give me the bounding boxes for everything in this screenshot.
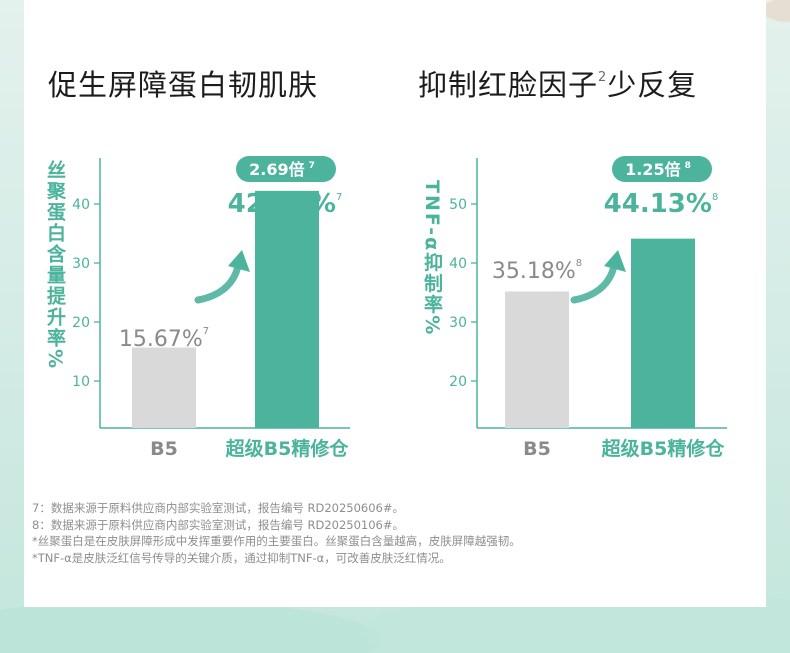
chart-2: 20 30 40 50 TNF-α抑制率% 35.18%8 44.13%8 B5 超级B5精修仓… [421,156,727,460]
right-title-text: 抑制红脸因子 [418,68,599,102]
rising-arrow-head-icon [228,250,250,272]
y-tick-label: 20 [72,315,90,331]
y-tick-label: 10 [72,374,90,390]
right-chart-title: 抑制红脸因子2少反复 [418,62,697,104]
category-label: 超级B5精修仓 [225,437,350,460]
right-title-footnote: 2 [598,70,608,85]
category-label: B5 [150,438,178,460]
y-axis-label: 丝聚蛋白含量提升率% [44,159,67,370]
rising-arrow-head-icon [604,250,626,272]
y-tick-label: 30 [72,256,90,272]
footnote-tnf: *TNF-α是皮肤泛红信号传导的关键介质，通过抑制TNF-α，可改善皮肤泛红情况… [32,550,451,565]
multiplier-badge [612,156,712,182]
y-tick-label: 30 [449,315,467,331]
rising-arrow-icon [194,262,242,304]
footnote-8: 8：数据来源于原料供应商内部实验室测试，报告编号 RD20250106#。 [32,517,404,532]
multiplier-badge-text: 2.69倍 7 [249,160,315,179]
left-chart-title: 促生屏障蛋白韧肌肤 [48,62,318,104]
value-label-footnote: 7 [336,192,342,203]
multiplier-badge-text: 1.25倍 8 [625,160,691,179]
value-label: 35.18%8 [492,258,582,284]
multiplier-badge [236,156,336,182]
right-title-tail: 少反复 [607,68,698,102]
category-label: B5 [523,438,551,460]
value-label-footnote: 8 [712,192,718,203]
chart-1: 10 20 30 40 丝聚蛋白含量提升率% 15.67%7 42.23%7 B5 超级B5精修… [44,156,350,460]
bar-super-b5 [255,190,319,428]
value-label-footnote: 8 [576,258,582,269]
footnotes: 7：数据来源于原料供应商内部实验室测试，报告编号 RD20250606#。 8：… [32,500,521,566]
y-tick-label: 40 [72,197,90,213]
y-axis-label: TNF-α抑制率% [421,180,443,336]
bar-b5 [132,347,196,428]
value-label: 44.13%8 [604,189,719,219]
value-label: 42.23%7 [228,189,343,219]
y-tick-label: 50 [449,197,467,213]
multiplier-badge-footnote: 8 [685,161,691,171]
bar-b5 [505,291,569,428]
footnote-7: 7：数据来源于原料供应商内部实验室测试，报告编号 RD20250606#。 [32,501,404,515]
left-title-text: 促生屏障蛋白韧肌肤 [48,68,319,102]
rising-arrow-icon [570,262,618,304]
y-tick-label: 40 [449,256,467,272]
value-label-footnote: 7 [203,326,209,337]
category-label: 超级B5精修仓 [601,437,726,460]
multiplier-badge-footnote: 7 [309,161,315,171]
y-tick-label: 20 [449,374,467,390]
value-label: 15.67%7 [119,326,209,352]
bar-super-b5 [631,238,695,428]
footnote-filaggrin: *丝聚蛋白是在皮肤屏障形成中发挥重要作用的主要蛋白。丝聚蛋白含量越高，皮肤屏障越… [32,534,521,548]
